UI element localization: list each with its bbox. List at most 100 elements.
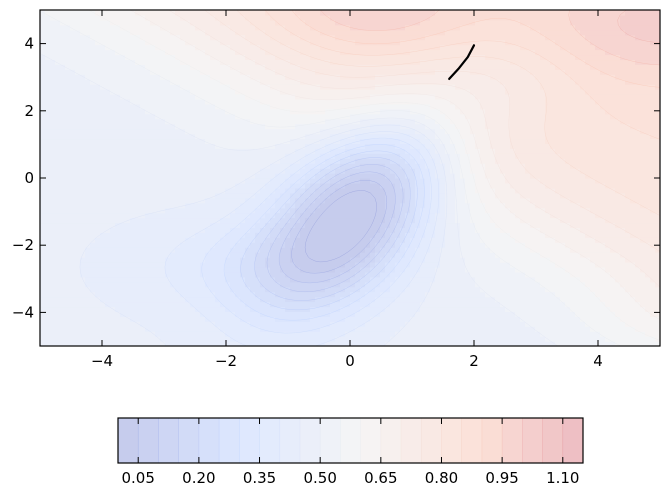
contour-cell [360, 311, 366, 317]
contour-cell [380, 252, 386, 258]
contour-cell [120, 138, 126, 145]
contour-cell [235, 39, 241, 46]
contour-cell [315, 39, 321, 46]
contour-cell [260, 321, 266, 327]
contour-cell [105, 108, 111, 115]
contour-cell [340, 311, 346, 317]
contour-cell [330, 227, 336, 233]
contour-cell [40, 182, 46, 189]
contour-cell [100, 153, 106, 159]
contour-cell [240, 252, 246, 258]
contour-cell [135, 24, 141, 31]
contour-cell [135, 331, 141, 337]
contour-cell [310, 98, 316, 105]
contour-cell [300, 113, 306, 120]
contour-cell [380, 266, 386, 273]
contour-cell [330, 84, 336, 90]
contour-cell [50, 227, 56, 233]
contour-cell [380, 173, 386, 179]
contour-cell [340, 242, 346, 248]
contour-cell [95, 336, 101, 342]
contour-cell [390, 178, 396, 184]
contour-cell [240, 178, 246, 184]
contour-cell [90, 69, 96, 75]
contour-cell [340, 54, 346, 61]
contour-cell [120, 301, 126, 308]
contour-cell [295, 173, 301, 179]
contour-cell [45, 108, 51, 115]
contour-cell [335, 301, 341, 308]
contour-cell [355, 89, 361, 95]
contour-cell [100, 316, 106, 322]
contour-cell [100, 24, 106, 31]
contour-cell [80, 74, 86, 80]
contour-cell [320, 187, 326, 194]
contour-cell [385, 64, 391, 70]
contour-cell [310, 39, 316, 46]
contour-cell [360, 148, 366, 154]
contour-cell [170, 69, 176, 75]
contour-cell [380, 326, 386, 332]
contour-cell [240, 247, 246, 253]
contour-cell [160, 202, 166, 209]
contour-cell [195, 148, 201, 154]
contour-cell [255, 341, 261, 346]
contour-cell [315, 98, 321, 105]
contour-cell [165, 143, 171, 149]
contour-cell [130, 306, 136, 313]
contour-cell [400, 192, 406, 199]
contour-cell [45, 237, 51, 243]
contour-cell [195, 252, 201, 258]
contour-cell [115, 98, 121, 105]
contour-cell [75, 222, 81, 229]
contour-cell [110, 39, 116, 46]
contour-cell [150, 336, 156, 342]
contour-cell [155, 197, 161, 204]
contour-cell [50, 281, 56, 288]
contour-cell [400, 291, 406, 298]
contour-cell [145, 74, 151, 80]
contour-cell [345, 262, 351, 268]
contour-cell [315, 232, 321, 238]
contour-cell [260, 34, 266, 41]
contour-cell [140, 89, 146, 95]
contour-cell [310, 168, 316, 174]
contour-cell [170, 242, 176, 248]
contour-cell [215, 202, 221, 209]
contour-cell [290, 266, 296, 273]
contour-cell [190, 262, 196, 268]
contour-cell [270, 232, 276, 238]
contour-cell [185, 34, 191, 41]
contour-cell [330, 187, 336, 194]
contour-cell [300, 341, 306, 346]
contour-cell [285, 257, 291, 263]
contour-cell [100, 212, 106, 219]
contour-cell [280, 79, 286, 85]
contour-cell [80, 143, 86, 149]
contour-cell [225, 138, 231, 145]
contour-cell [70, 138, 76, 145]
contour-cell [50, 202, 56, 209]
contour-cell [385, 19, 391, 26]
contour-cell [235, 247, 241, 253]
contour-cell [130, 69, 136, 75]
contour-cell [390, 123, 396, 130]
contour-cell [395, 10, 401, 16]
contour-cell [135, 187, 141, 194]
contour-cell [400, 118, 406, 125]
contour-cell [145, 271, 151, 278]
contour-cell [375, 19, 381, 26]
contour-cell [345, 163, 351, 169]
contour-cell [145, 291, 151, 298]
contour-cell [155, 49, 161, 56]
contour-cell [150, 232, 156, 238]
contour-cell [265, 281, 271, 288]
contour-cell [95, 301, 101, 308]
contour-cell [190, 326, 196, 332]
contour-cell [370, 44, 376, 51]
contour-cell [380, 237, 386, 243]
contour-cell [115, 94, 121, 100]
contour-cell [300, 98, 306, 105]
contour-cell [180, 306, 186, 313]
contour-cell [355, 286, 361, 293]
